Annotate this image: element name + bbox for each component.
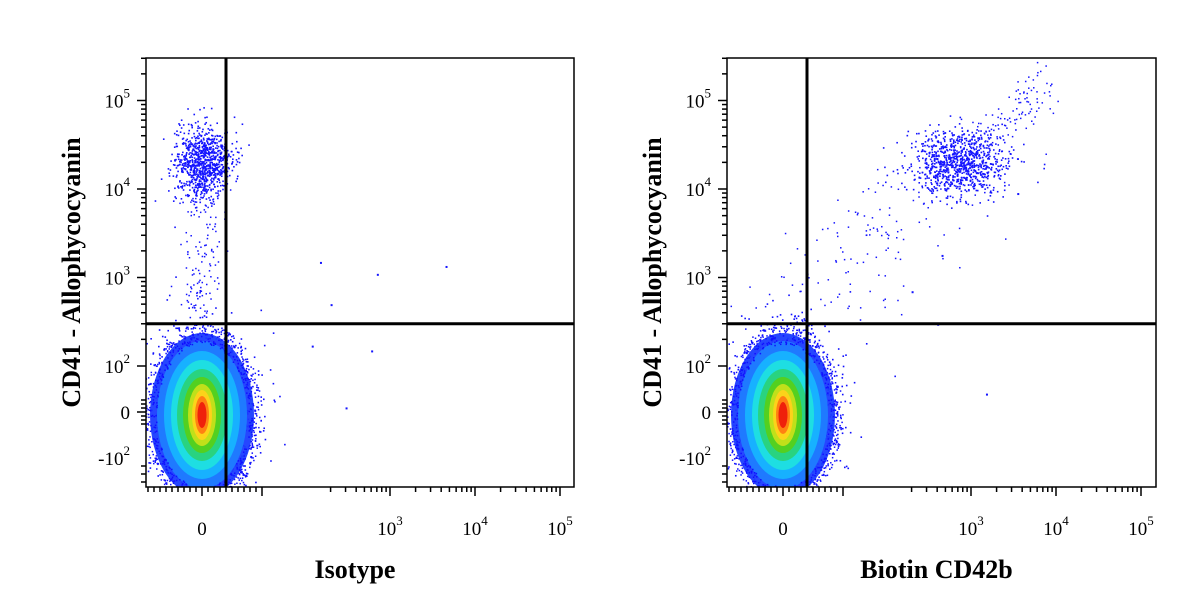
sparse-event [345,407,348,410]
x-axis-ticks [728,487,1142,496]
sparse-event [985,393,988,396]
double-negative-population [146,251,286,487]
y-tick-label: 103 [686,263,712,290]
y-tick-label: -102 [98,443,130,470]
x-axis-title: Isotype [315,555,396,584]
x-tick-label: 104 [1043,513,1069,540]
event-dots [727,61,1059,487]
sparse-event [445,265,448,268]
y-axis-title: CD41 - Allophycocyanin [57,137,86,408]
plot-frame [726,57,1157,488]
flow-plot-2: 0 103 104 105 -102 0 102 103 104 105 Biotin CD42b C… [638,57,1157,584]
y-tick-label: 103 [105,263,131,290]
flow-plot-1: 0 103 104 105 -102 0 102 103 104 105 Isotype CD41 -… [57,57,575,584]
y-axis-ticks [137,57,146,483]
sparse-event [311,345,314,348]
sparse-event [376,273,379,276]
x-tick-label: 0 [197,519,207,540]
y-tick-label: 102 [686,351,712,378]
x-tick-label: 105 [547,513,573,540]
y-tick-label: 0 [121,403,131,424]
sparse-event [1017,193,1020,196]
y-tick-label: 105 [105,86,131,113]
bridging-events [170,142,232,337]
y-tick-label: 104 [686,174,712,201]
event-dots [146,107,448,487]
double-negative-population [727,291,896,487]
sparse-event [319,261,322,264]
sparse-event [371,350,374,353]
sparse-event [941,254,944,257]
plot-frame [145,57,575,488]
y-tick-label: -102 [679,443,711,470]
x-tick-label: 103 [958,513,984,540]
x-tick-label: 105 [1128,513,1154,540]
x-tick-label: 0 [778,519,788,540]
x-tick-label: 103 [377,513,403,540]
y-axis-ticks [718,57,727,483]
positive-population [882,115,1046,217]
sparse-event [911,291,914,294]
y-axis-title: CD41 - Allophycocyanin [638,137,667,408]
y-tick-label: 0 [702,403,712,424]
y-tick-label: 102 [105,351,131,378]
x-tick-label: 104 [462,513,488,540]
x-axis-ticks [147,487,561,496]
sparse-event [330,304,333,307]
y-tick-label: 105 [686,86,712,113]
positive-population [154,107,250,229]
x-axis-title: Biotin CD42b [860,555,1012,584]
y-tick-label: 104 [105,174,131,201]
bridging-events [730,61,1059,334]
